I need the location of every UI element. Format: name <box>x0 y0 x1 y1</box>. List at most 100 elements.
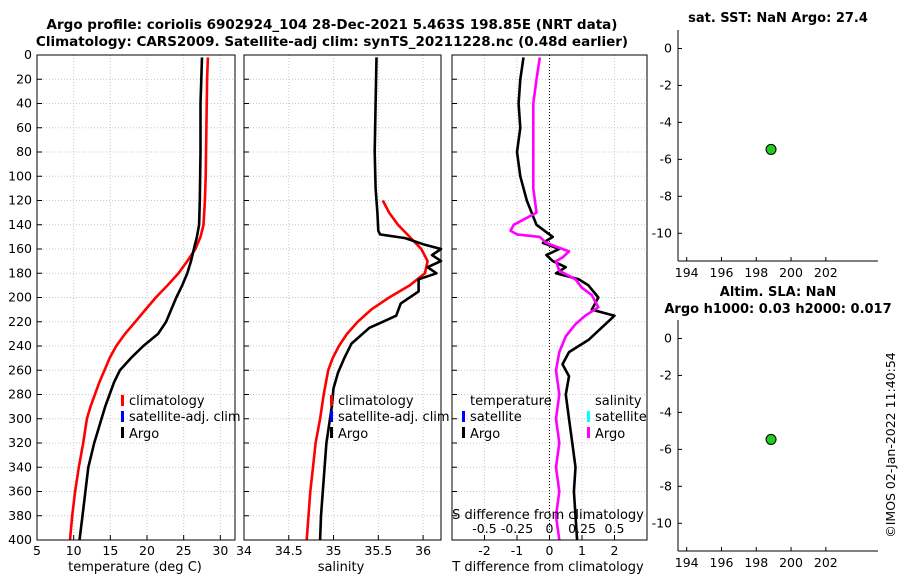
y-tick-label: 320 <box>8 435 32 450</box>
y-tick-label: 100 <box>8 168 32 183</box>
legend-swatch-s-satellite <box>587 411 590 422</box>
x-tick-label: 20 <box>139 543 155 558</box>
legend-swatch-climatology <box>121 395 124 406</box>
y-tick-label: -8 <box>660 188 673 203</box>
salinity-legend: climatology satellite-adj. clim Argo <box>330 394 450 442</box>
profile-location-marker <box>765 143 777 155</box>
x-tick-label: 34 <box>236 543 252 558</box>
x-tick-label: 194 <box>675 265 699 280</box>
legend-s-satellite: satellite <box>595 410 647 425</box>
legend-salinity-heading: salinity <box>595 394 642 409</box>
y-tick-label: 160 <box>8 241 32 256</box>
legend-swatch-satellite <box>121 411 124 422</box>
x-tick-label: 198 <box>744 265 768 280</box>
sla-panel: 0 -2 -4 -6 -8 -10 194 196 198 200 202 <box>652 320 878 570</box>
x-tick-label: 25 <box>176 543 192 558</box>
y-tick-label: -10 <box>652 225 672 240</box>
series-line-argo <box>318 57 443 541</box>
salinity-panel: 34 34.5 35 35.5 36 <box>236 54 443 558</box>
difference-legend: temperature satellite Argo salinity sate… <box>462 394 647 442</box>
y-tick-label: 40 <box>16 96 32 111</box>
salinity-xlabel: salinity <box>318 560 365 575</box>
x-tick-label: 200 <box>779 265 803 280</box>
y-tick-label: 300 <box>8 411 32 426</box>
x-tick-label: 200 <box>779 555 803 570</box>
y-tick-label: 0 <box>664 330 672 345</box>
x-tick-label: 5 <box>33 543 41 558</box>
x-tick-label: 194 <box>675 555 699 570</box>
temperature-panel: 5 10 15 20 25 3002040608010012014016018020022… <box>8 47 236 558</box>
legend-swatch-argo <box>121 427 124 438</box>
sla-title: Altim. SLA: NaN <box>720 285 836 300</box>
sla-subtitle: Argo h1000: 0.03 h2000: 0.017 <box>664 302 891 317</box>
top-tick-label: -0.25 <box>501 521 533 536</box>
y-tick-label: 0 <box>24 47 32 62</box>
legend-t-argo: Argo <box>470 427 500 442</box>
sst-panel: 0 -2 -4 -6 -8 -10 194 196 198 200 202 <box>652 30 878 280</box>
y-tick-label: 0 <box>664 40 672 55</box>
y-tick-label: 20 <box>16 71 32 86</box>
x-tick-label: 35.5 <box>364 543 392 558</box>
legend-swatch-t-argo <box>462 427 465 438</box>
x-tick-label: 202 <box>814 265 838 280</box>
legend-temperature-heading: temperature <box>470 394 552 409</box>
legend-swatch-s-argo <box>587 427 590 438</box>
profile-location-marker <box>765 433 777 445</box>
figure-title-line1: Argo profile: coriolis 6902924_104 28-De… <box>47 17 618 33</box>
top-tick-label: 0 <box>546 521 554 536</box>
x-tick-label: 30 <box>212 543 228 558</box>
y-tick-label: 360 <box>8 484 32 499</box>
y-tick-label: 240 <box>8 338 32 353</box>
y-tick-label: 120 <box>8 193 32 208</box>
legend-t-satellite: satellite <box>470 410 522 425</box>
series-line-argo <box>78 57 204 541</box>
y-tick-label: -6 <box>660 151 673 166</box>
y-tick-label: 380 <box>8 508 32 523</box>
x-tick-label: 10 <box>66 543 82 558</box>
y-tick-label: -4 <box>660 114 673 129</box>
temperature-legend: climatology satellite-adj. clim Argo <box>121 394 241 442</box>
y-tick-label: 220 <box>8 314 32 329</box>
y-tick-label: 280 <box>8 387 32 402</box>
y-tick-label: 400 <box>8 532 32 547</box>
y-tick-label: 180 <box>8 265 32 280</box>
x-tick-label: 36 <box>415 543 431 558</box>
x-tick-label: 196 <box>710 555 734 570</box>
legend-satellite: satellite-adj. clim <box>129 410 241 425</box>
y-tick-label: -8 <box>660 478 673 493</box>
y-tick-label: -6 <box>660 441 673 456</box>
difference-top-xlabel: S difference from climatology <box>452 508 644 523</box>
y-tick-label: -2 <box>660 77 672 92</box>
legend-swatch-t-satellite <box>462 411 465 422</box>
y-tick-label: 80 <box>16 144 32 159</box>
timestamp: ©IMOS 02-Jan-2022 11:40:54 <box>883 352 898 538</box>
legend-argo: Argo <box>129 427 159 442</box>
x-tick-label: 202 <box>814 555 838 570</box>
x-tick-label: 35 <box>326 543 342 558</box>
series-line-climatology <box>68 57 210 541</box>
legend-argo: Argo <box>338 427 368 442</box>
x-tick-label: 0 <box>546 543 554 558</box>
y-tick-label: 140 <box>8 217 32 232</box>
y-tick-label: -2 <box>660 367 672 382</box>
x-tick-label: -2 <box>478 543 490 558</box>
y-tick-label: -4 <box>660 404 673 419</box>
legend-climatology: climatology <box>338 394 414 409</box>
figure-title-line2: Climatology: CARS2009. Satellite-adj cli… <box>36 34 628 50</box>
y-tick-label: 60 <box>16 120 32 135</box>
x-tick-label: 2 <box>611 543 619 558</box>
legend-swatch-satellite <box>330 411 333 422</box>
top-tick-label: 0.5 <box>605 521 625 536</box>
y-tick-label: -10 <box>652 515 672 530</box>
temperature-xlabel: temperature (deg C) <box>68 560 202 575</box>
legend-swatch-climatology <box>330 395 333 406</box>
legend-swatch-argo <box>330 427 333 438</box>
y-tick-label: 200 <box>8 290 32 305</box>
x-tick-label: -1 <box>511 543 523 558</box>
sst-title: sat. SST: NaN Argo: 27.4 <box>688 11 868 26</box>
y-tick-label: 260 <box>8 362 32 377</box>
series-line-t-argo <box>515 57 616 541</box>
legend-s-argo: Argo <box>595 427 625 442</box>
top-tick-label: -0.5 <box>472 521 496 536</box>
